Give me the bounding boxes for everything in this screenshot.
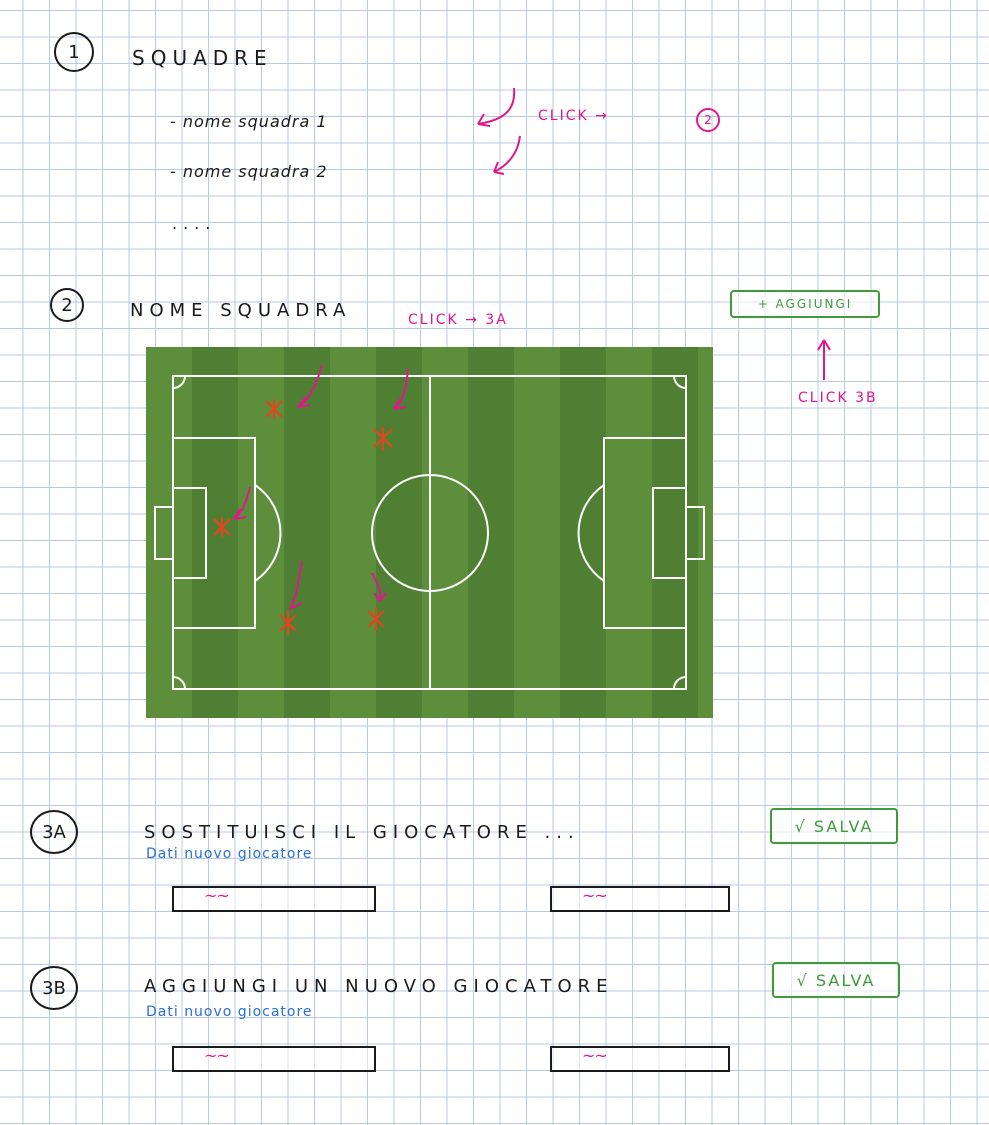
player-field-3a-2[interactable]: ~~: [550, 886, 730, 912]
team-name-title: NOME SQUADRA: [130, 300, 352, 321]
replace-player-title: SOSTITUISCI IL GIOCATORE ...: [144, 822, 580, 843]
section-3b-number: 3B: [30, 966, 78, 1010]
new-player-data-label-3b: Dati nuovo giocatore: [146, 1004, 313, 1020]
save-button-3b[interactable]: √ SALVA: [772, 962, 900, 998]
click-arrows: [477, 87, 521, 175]
click-note-1: CLICK →: [538, 108, 609, 124]
player-marker[interactable]: [367, 607, 385, 631]
team-item-1[interactable]: - nome squadra 1: [170, 112, 328, 131]
new-player-data-label-3a: Dati nuovo giocatore: [146, 846, 313, 862]
team-item-2[interactable]: - nome squadra 2: [170, 162, 328, 181]
section-2-number: 2: [50, 288, 84, 322]
add-player-button[interactable]: + AGGIUNGI: [730, 290, 880, 318]
player-marker[interactable]: [265, 399, 283, 419]
football-pitch: [146, 347, 713, 718]
pitch-lines: [154, 375, 705, 690]
goto-2-marker: 2: [696, 108, 720, 132]
player-marker[interactable]: [373, 427, 393, 451]
save-button-3a[interactable]: √ SALVA: [770, 808, 898, 844]
player-markers: [213, 364, 409, 635]
click-note-3b: CLICK 3B: [798, 390, 878, 406]
click-note-3a: CLICK → 3A: [408, 312, 508, 328]
player-field-3b-1[interactable]: ~~: [172, 1046, 376, 1072]
section-1-number: 1: [54, 32, 94, 72]
player-marker[interactable]: [213, 517, 231, 537]
add-player-title: AGGIUNGI UN NUOVO GIOCATORE: [144, 976, 614, 997]
player-field-3b-2[interactable]: ~~: [550, 1046, 730, 1072]
section-3a-number: 3A: [30, 810, 78, 854]
add-arrow: [817, 339, 831, 380]
more-teams-ellipsis: ....: [172, 214, 217, 233]
teams-title: SQUADRE: [132, 46, 273, 70]
player-field-3a-1[interactable]: ~~: [172, 886, 376, 912]
player-marker[interactable]: [279, 611, 297, 635]
